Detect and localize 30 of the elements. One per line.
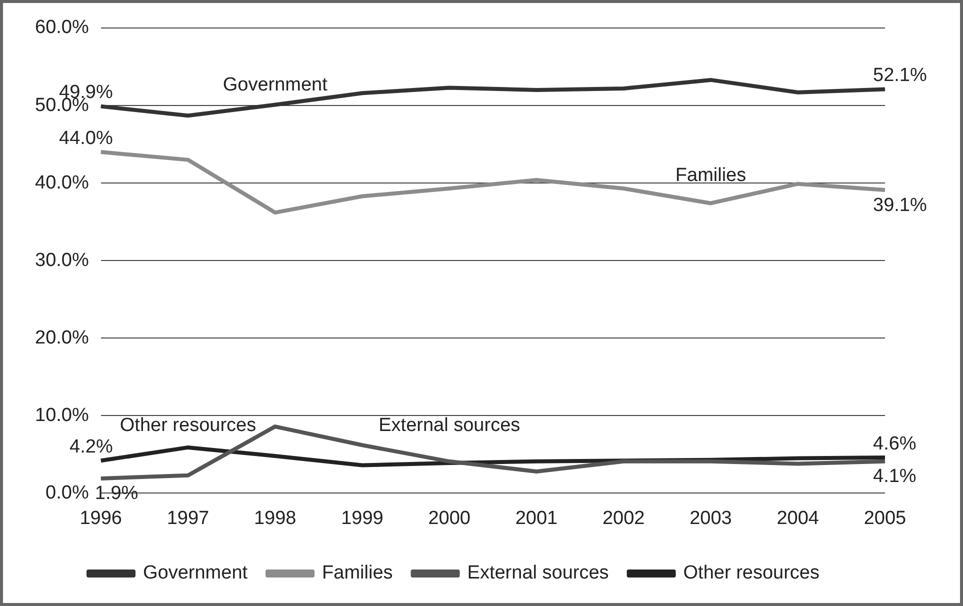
x-tick-label: 1999 [341, 508, 384, 529]
legend-label: Other resources [683, 562, 820, 584]
data-label: 4.2% [70, 436, 113, 458]
data-label: 39.1% [873, 194, 927, 216]
legend-label: External sources [467, 562, 609, 584]
data-label: 4.1% [873, 466, 916, 488]
y-tick-label: 10.0% [35, 404, 89, 426]
x-tick-label: 2003 [690, 508, 732, 529]
text: External sources [378, 415, 520, 436]
legend-label: Families [322, 562, 393, 584]
text: Families [675, 164, 746, 186]
x-tick-label: 1996 [80, 508, 122, 529]
text: Other resources [120, 415, 256, 436]
x-tick-label: 1998 [254, 508, 296, 529]
legend-label: Government [143, 562, 248, 584]
y-tick-label: 0.0% [46, 482, 89, 504]
text: Government [222, 74, 328, 96]
x-tick-label: 1997 [166, 508, 210, 529]
data-label: 4.6% [873, 433, 916, 454]
y-tick-label: 60.0% [35, 17, 89, 38]
y-tick-label: 30.0% [35, 250, 89, 271]
data-label: 52.1% [873, 64, 927, 86]
y-tick-label: 40.0% [35, 172, 89, 194]
x-tick-label: 2005 [864, 508, 906, 529]
y-tick-label: 20.0% [35, 327, 89, 348]
x-tick-label: 2001 [515, 508, 558, 529]
x-tick-label: 2004 [776, 508, 820, 529]
data-label: 44.0% [59, 128, 113, 149]
x-tick-label: 2000 [428, 508, 471, 529]
x-tick-label: 2002 [602, 508, 645, 529]
